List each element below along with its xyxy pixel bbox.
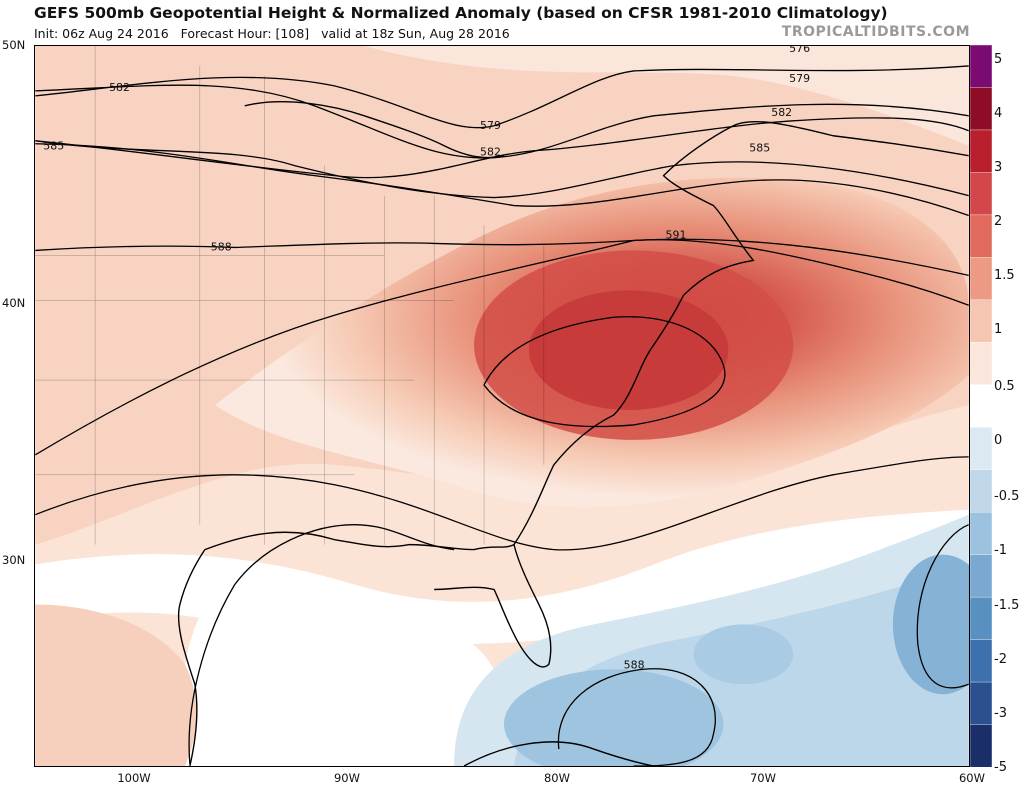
- colorbar-segment: [970, 172, 992, 216]
- colorbar-segment: [970, 639, 992, 683]
- colorbar-segment: [970, 681, 992, 726]
- colorbar-segment: [970, 511, 992, 556]
- colorbar-segment: [970, 87, 992, 131]
- contour-label: 588: [624, 658, 645, 671]
- colorbar-segment: [970, 129, 992, 174]
- contour-588-gulf: [35, 456, 969, 551]
- lat-label-40n: 40N: [2, 296, 26, 310]
- colorbar-tick-label: 0.5: [994, 379, 1015, 394]
- contour-label: 588: [211, 240, 232, 253]
- colorbar-tick-label: -0.5: [994, 489, 1020, 504]
- contour-label-group: 582 585 588 579 582 585 591 579 582 576 …: [43, 45, 810, 671]
- chart-subtitle: Init: 06z Aug 24 2016 Forecast Hour: [10…: [34, 26, 510, 41]
- texas-mexico-coast: [177, 549, 206, 766]
- contour-588-south: [35, 239, 969, 456]
- lat-label-50n: 50N: [2, 38, 26, 52]
- colorbar-tick-label: 1.5: [994, 268, 1015, 283]
- colorbar-segment: [970, 554, 992, 598]
- colorbar-segment: [970, 596, 992, 641]
- colorbar-segment: [970, 257, 992, 301]
- contour-label: 585: [749, 142, 770, 155]
- brand-watermark: TROPICALTIDBITS.COM: [781, 24, 970, 40]
- colorbar-segment: [970, 427, 992, 471]
- contour-bahamas-closed: [557, 668, 716, 766]
- anomaly-core-2-5sd: [528, 290, 729, 410]
- colorbar-tick-label: 2: [994, 214, 1003, 229]
- colorbar-tick-label: -2: [994, 652, 1007, 667]
- mexico-warm-region: [35, 604, 197, 766]
- colorbar-tick-label: -1: [994, 543, 1007, 558]
- colorbar: [970, 45, 992, 767]
- contour-atlantic: [916, 524, 969, 689]
- atlantic-coast: [204, 120, 969, 551]
- contour-label: 579: [480, 119, 501, 132]
- lon-label-60w: 60W: [958, 771, 985, 785]
- lon-label-80w: 80W: [543, 771, 570, 785]
- colorbar-segment: [970, 342, 992, 386]
- colorbar-segment: [970, 384, 992, 428]
- colorbar-tick-label: -5: [994, 760, 1007, 775]
- atlantic-anomaly-2: [693, 624, 794, 685]
- colorbar-segment: [970, 299, 992, 343]
- contour-588: [35, 238, 969, 276]
- colorbar-segment: [970, 469, 992, 513]
- great-lakes-outline: [244, 101, 505, 159]
- lon-label-90w: 90W: [333, 771, 360, 785]
- colorbar-tick-label: 5: [994, 52, 1003, 67]
- anomaly-map: 582 585 588 579 582 585 591 579 582 576 …: [34, 45, 970, 767]
- colorbar-segment: [970, 214, 992, 259]
- contour-585: [35, 143, 969, 217]
- height-contours: [35, 65, 969, 766]
- contour-579-north: [35, 65, 969, 129]
- colorbar-tick-label: -1.5: [994, 598, 1020, 613]
- contour-label: 576: [789, 45, 810, 55]
- gulf-neutral: [180, 594, 507, 766]
- contour-label: 582: [771, 106, 792, 119]
- colorbar-segment: [970, 45, 992, 89]
- atlantic-anomaly: [892, 554, 969, 695]
- contour-label: 591: [666, 228, 687, 241]
- chart-title: GEFS 500mb Geopotential Height & Normali…: [34, 4, 888, 22]
- contour-label: 579: [789, 72, 810, 85]
- cuba-coast: [463, 741, 654, 766]
- lon-label-100w: 100W: [117, 771, 151, 785]
- contour-591-closed: [483, 316, 726, 428]
- colorbar-tick-label: -3: [994, 706, 1007, 721]
- colorbar-tick-label: 0: [994, 433, 1003, 448]
- contour-label: 582: [480, 146, 501, 159]
- coastlines: [177, 101, 969, 766]
- contour-579-b: [35, 117, 969, 179]
- lon-label-70w: 70W: [749, 771, 776, 785]
- contour-label: 582: [109, 81, 130, 94]
- colorbar-tick-label: 1: [994, 322, 1003, 337]
- lat-label-30n: 30N: [2, 553, 26, 567]
- contour-label: 585: [43, 140, 64, 153]
- florida-coast: [434, 544, 552, 668]
- colorbar-tick-label: 4: [994, 106, 1003, 121]
- colorbar-tick-label: 3: [994, 160, 1003, 175]
- contour-texas: [188, 524, 455, 765]
- contour-582-b: [35, 140, 969, 199]
- colorbar-segment: [970, 724, 992, 767]
